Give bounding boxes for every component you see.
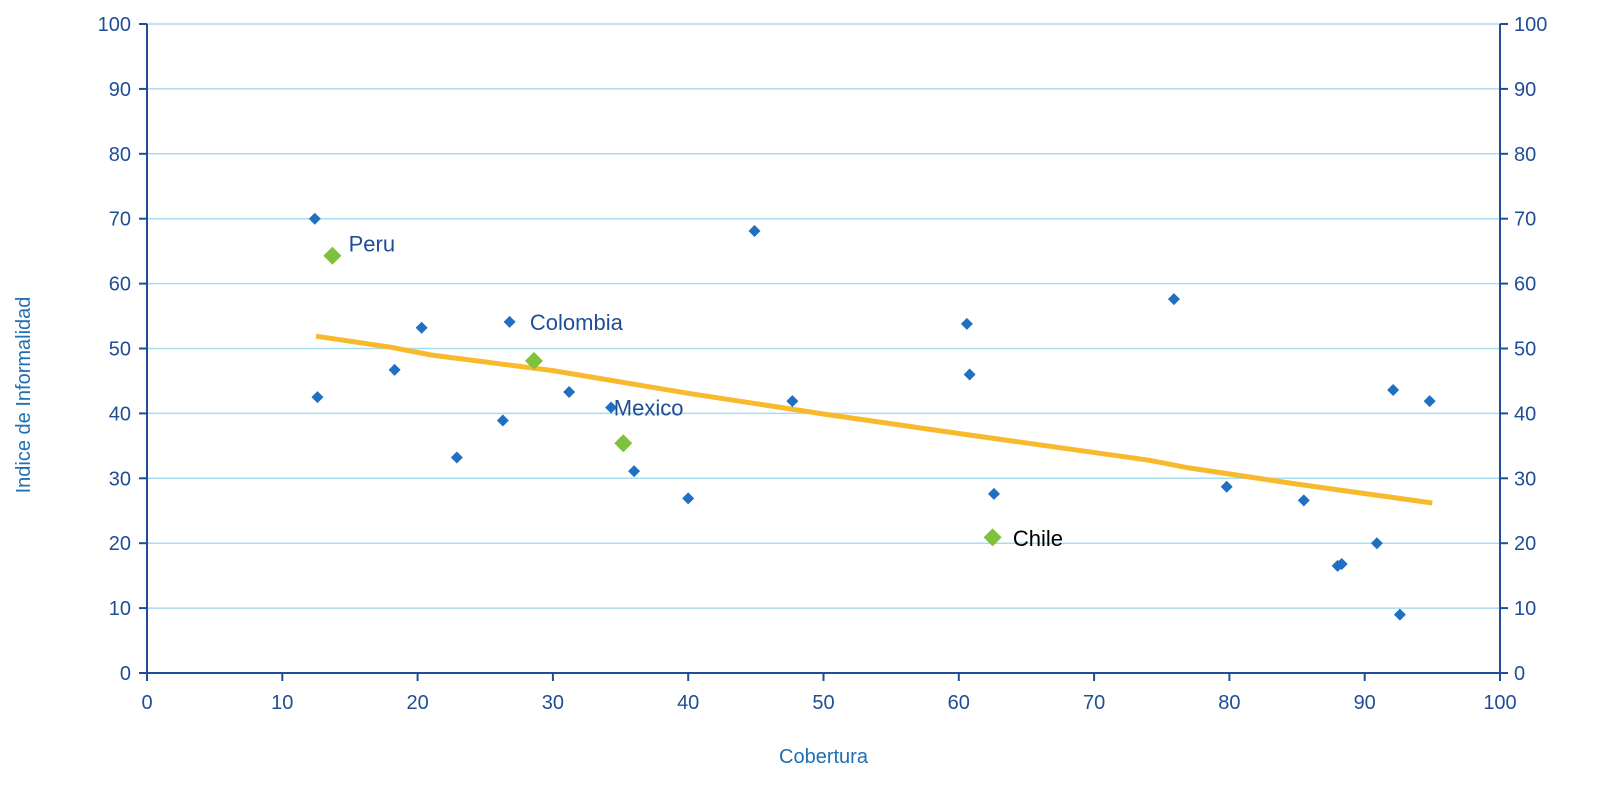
x-tick-label: 90 (1354, 692, 1376, 714)
data-points (308, 212, 1436, 621)
trendline (315, 333, 1433, 506)
y-tick-label-right: 0 (1514, 663, 1525, 685)
highlight-point-mexico (614, 434, 633, 453)
x-tick-label: 20 (406, 692, 428, 714)
x-tick-label: 60 (948, 692, 970, 714)
y-tick-label-left: 20 (109, 533, 131, 555)
data-point (450, 451, 463, 464)
y-tick-label-right: 50 (1514, 339, 1536, 361)
data-point (786, 395, 799, 408)
y-tick-label-right: 80 (1514, 144, 1536, 166)
y-tick-label-right: 40 (1514, 403, 1536, 425)
annotation-colombia: Colombia (530, 310, 624, 335)
data-point (682, 492, 695, 505)
data-point (1297, 494, 1310, 507)
data-point (1387, 384, 1400, 397)
y-tick-label-right: 90 (1514, 79, 1536, 101)
annotation-mexico: Mexico (614, 396, 684, 421)
y-tick-label-right: 10 (1514, 598, 1536, 620)
data-point (1393, 608, 1406, 621)
data-point (1370, 537, 1383, 550)
y-axis-right-ticks: 0 10 20 30 40 50 60 70 80 90 100 (1500, 14, 1547, 685)
y-tick-label-left: 100 (98, 14, 131, 36)
x-axis-ticks: 0 10 20 30 40 50 60 70 80 90 100 (141, 673, 1517, 714)
y-tick-label-left: 90 (109, 79, 131, 101)
data-point (308, 212, 321, 225)
grid-lines (147, 23, 1500, 609)
highlight-point-chile (983, 528, 1002, 547)
data-point (388, 363, 401, 376)
x-tick-label: 80 (1218, 692, 1240, 714)
x-tick-label: 0 (141, 692, 152, 714)
data-point (1167, 293, 1180, 306)
y-tick-label-left: 70 (109, 209, 131, 231)
y-tick-label-right: 30 (1514, 468, 1536, 490)
highlight-point-peru (323, 246, 342, 265)
data-point (496, 414, 509, 427)
data-point (503, 315, 516, 328)
data-point (628, 465, 641, 478)
y-axis-left-ticks: 0 10 20 30 40 50 60 70 80 90 100 (98, 14, 147, 685)
x-tick-label: 40 (677, 692, 699, 714)
data-point (1335, 557, 1348, 570)
y-tick-label-left: 40 (109, 403, 131, 425)
data-point (748, 225, 761, 238)
y-tick-label-right: 100 (1514, 14, 1547, 36)
y-axis-title: Indice de Informalidad (13, 297, 35, 494)
data-point (605, 401, 618, 414)
x-tick-label: 70 (1083, 692, 1105, 714)
data-point (563, 385, 576, 398)
data-point (311, 391, 324, 404)
data-point (960, 317, 973, 330)
y-tick-label-left: 0 (120, 663, 131, 685)
y-tick-label-right: 20 (1514, 533, 1536, 555)
y-tick-label-left: 60 (109, 274, 131, 296)
x-tick-label: 100 (1483, 692, 1516, 714)
y-tick-label-right: 70 (1514, 209, 1536, 231)
y-tick-label-right: 60 (1514, 274, 1536, 296)
data-point (987, 487, 1000, 500)
annotations: Peru Colombia Mexico Chile (349, 231, 1063, 551)
highlight-point-colombia (524, 351, 543, 370)
x-axis-title: Cobertura (779, 746, 869, 768)
annotation-chile: Chile (1013, 526, 1063, 551)
annotation-peru: Peru (349, 231, 395, 256)
x-tick-label: 10 (271, 692, 293, 714)
y-tick-label-left: 80 (109, 144, 131, 166)
x-tick-label: 30 (542, 692, 564, 714)
y-tick-label-left: 50 (109, 339, 131, 361)
data-point (1220, 480, 1233, 493)
trendline-group (315, 333, 1433, 506)
data-point (963, 368, 976, 381)
data-point (1423, 395, 1436, 408)
x-tick-label: 50 (812, 692, 834, 714)
y-tick-label-left: 10 (109, 598, 131, 620)
y-tick-label-left: 30 (109, 468, 131, 490)
data-point (415, 321, 428, 334)
